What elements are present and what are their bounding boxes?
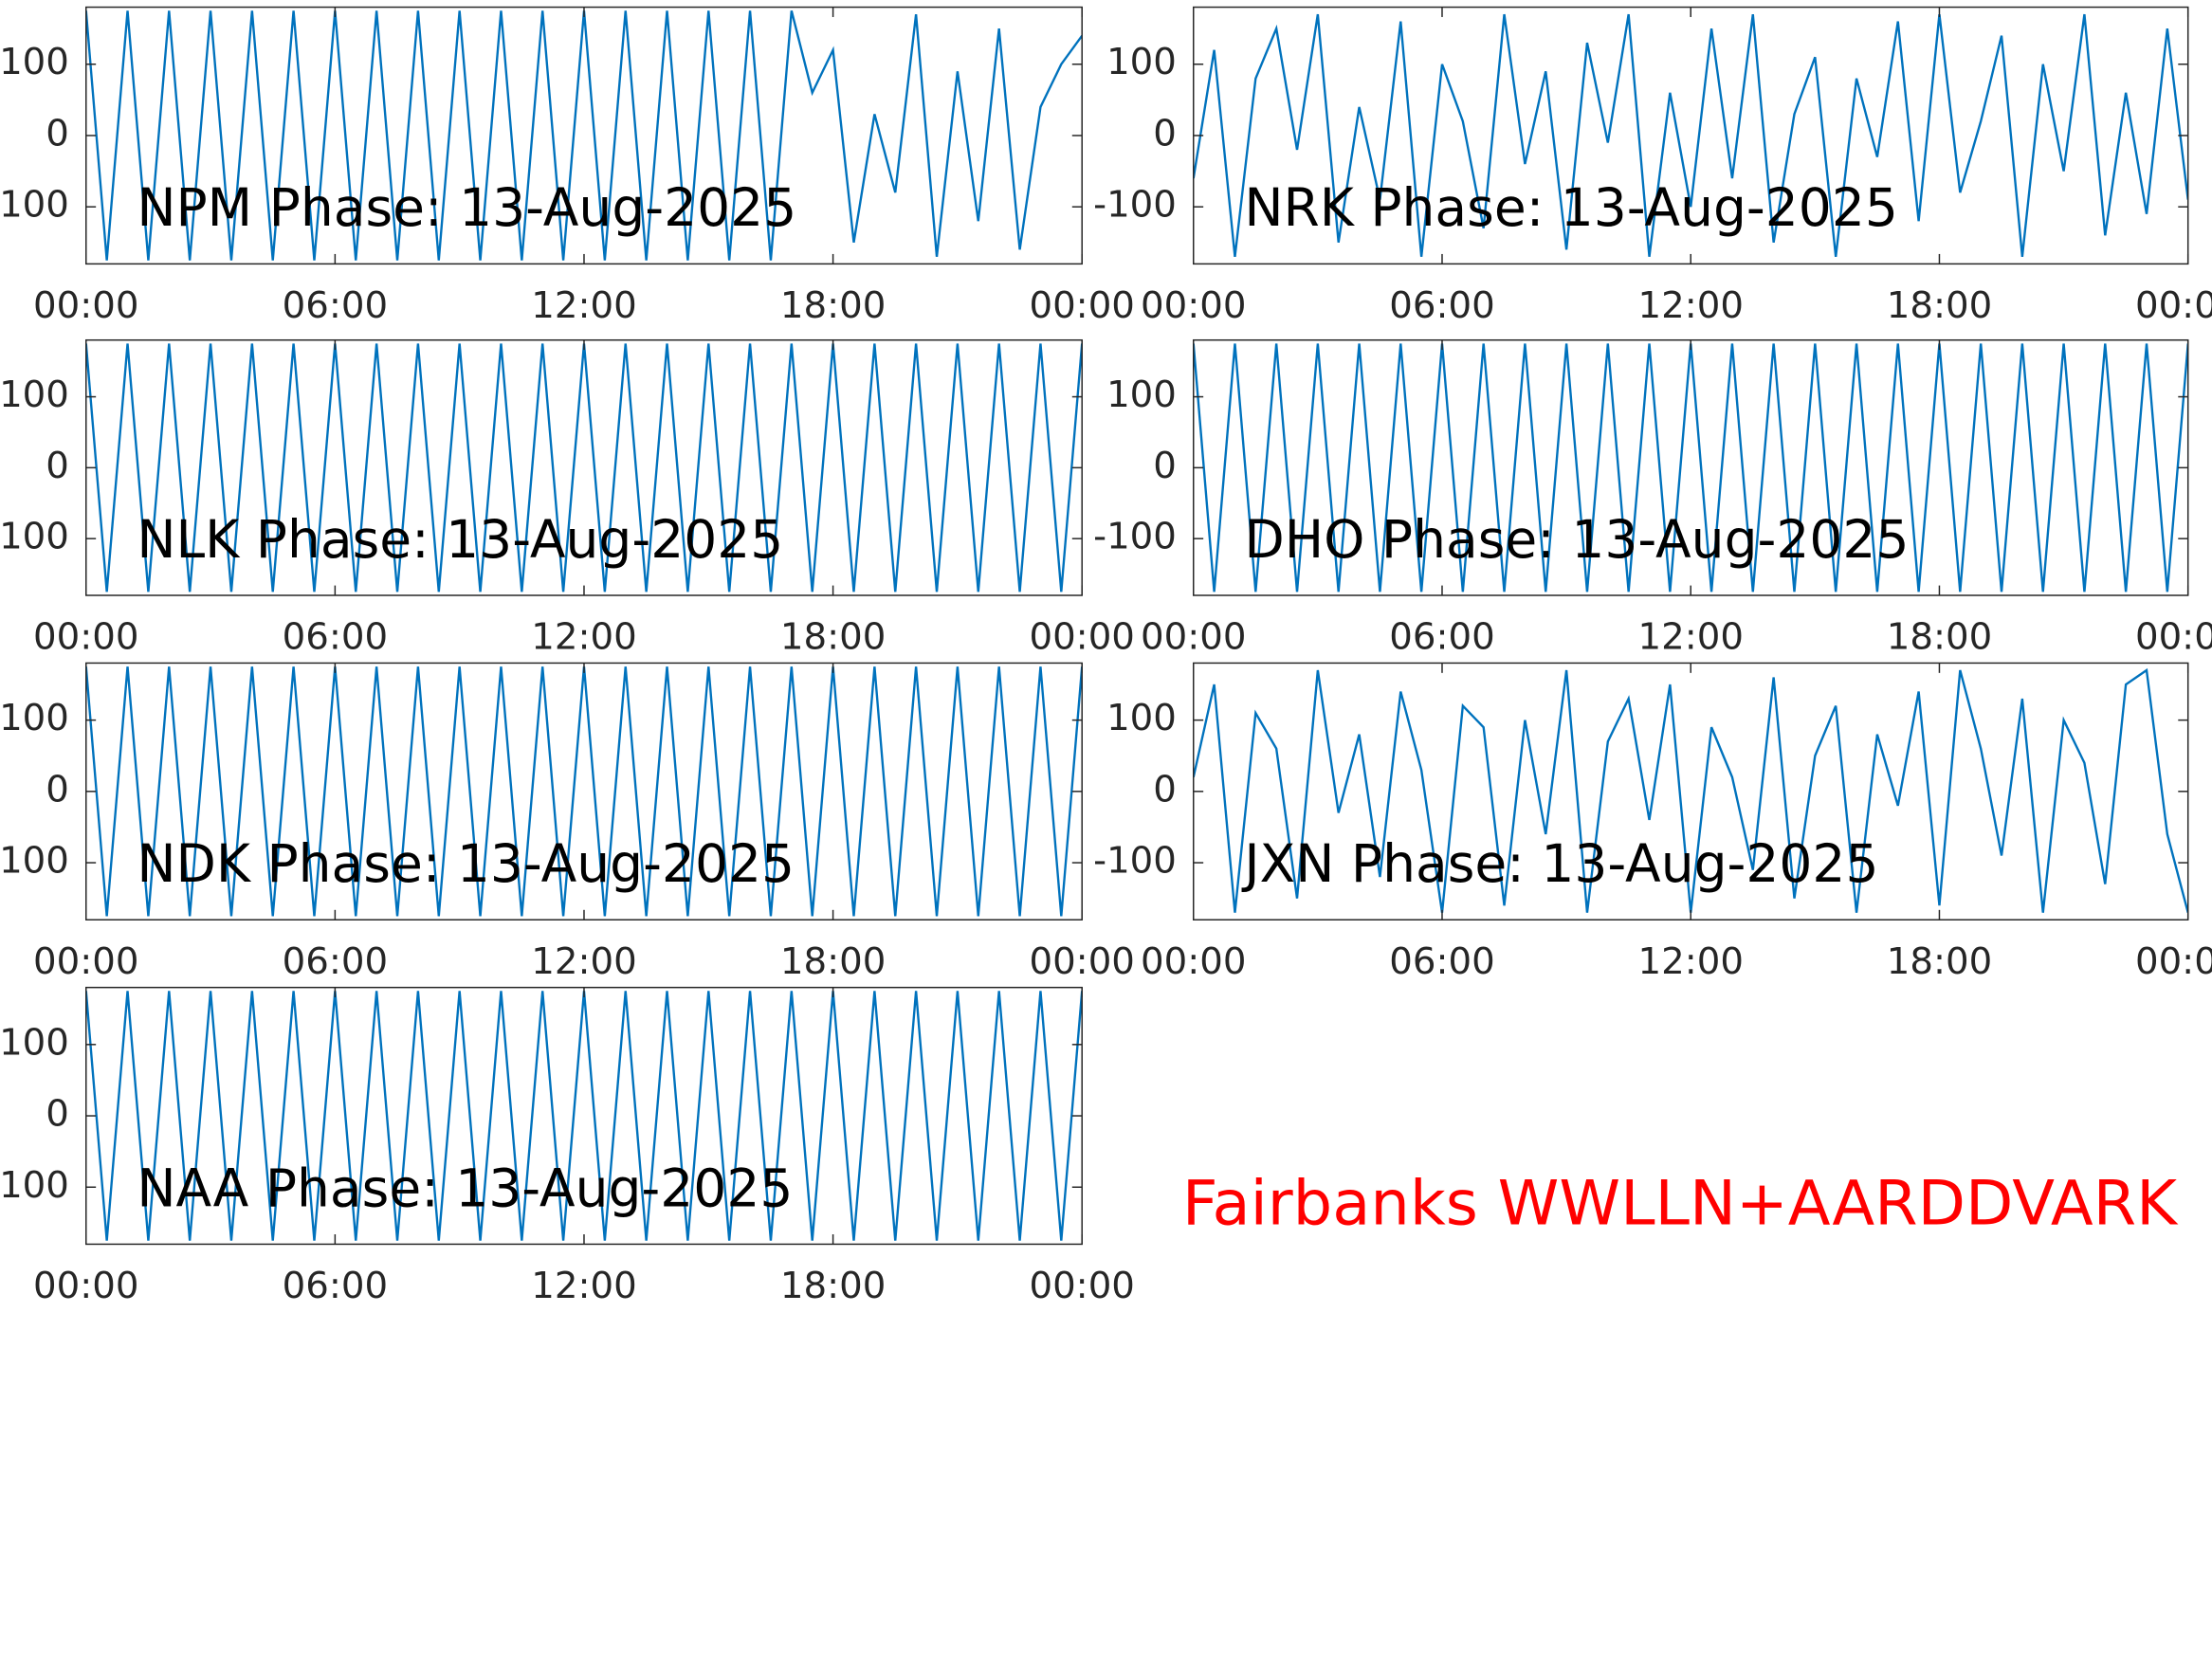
y-tick-label: 100 <box>0 697 69 739</box>
y-tick-label: -100 <box>1093 840 1177 883</box>
y-tick-label: 100 <box>1106 41 1177 83</box>
x-tick-label: 00:00 <box>1029 616 1134 659</box>
x-tick-label: 12:00 <box>1638 616 1744 659</box>
panel: -100 0 100 00:00 06:00 12:00 18:00 00:00 NLK Pha… <box>0 338 1135 659</box>
chart-title: NDK Phase: 13-Aug-2025 <box>137 833 795 894</box>
x-tick-label: 18:00 <box>1887 284 1992 327</box>
y-tick-label: -100 <box>1093 516 1177 558</box>
y-tick-label: 100 <box>0 374 69 416</box>
x-tick-label: 00:00 <box>1141 616 1246 659</box>
y-tick-label: 0 <box>1153 112 1177 155</box>
y-tick-label: 0 <box>1153 768 1177 811</box>
x-tick-label: 06:00 <box>283 940 388 983</box>
x-tick-label: 12:00 <box>1638 284 1744 327</box>
x-tick-label: 18:00 <box>780 940 886 983</box>
x-tick-label: 12:00 <box>531 1265 636 1307</box>
x-tick-label: 00:00 <box>2135 940 2212 983</box>
x-tick-label: 00:00 <box>33 284 138 327</box>
series-line <box>1193 13 2188 257</box>
y-tick-label: 0 <box>46 768 69 811</box>
x-tick-label: 00:00 <box>1029 284 1134 327</box>
x-tick-label: 06:00 <box>1389 616 1494 659</box>
x-tick-label: 00:00 <box>33 940 138 983</box>
x-tick-label: 00:00 <box>1029 940 1134 983</box>
x-tick-label: 00:00 <box>2135 284 2212 327</box>
x-tick-label: 18:00 <box>780 616 886 659</box>
x-tick-label: 12:00 <box>531 940 636 983</box>
x-tick-label: 06:00 <box>1389 940 1494 983</box>
y-tick-label: 100 <box>0 41 69 83</box>
y-tick-label: 0 <box>46 445 69 487</box>
chart-title: NLK Phase: 13-Aug-2025 <box>137 509 783 570</box>
x-tick-label: 00:00 <box>1029 1265 1134 1307</box>
y-tick-label: -100 <box>0 184 69 227</box>
x-tick-label: 00:00 <box>1141 940 1246 983</box>
x-tick-label: 06:00 <box>283 616 388 659</box>
chart-title: JXN Phase: 13-Aug-2025 <box>1241 833 1878 894</box>
chart-title: DHO Phase: 13-Aug-2025 <box>1244 509 1909 570</box>
x-tick-label: 12:00 <box>531 284 636 327</box>
x-tick-label: 06:00 <box>283 1265 388 1307</box>
x-tick-label: 18:00 <box>1887 616 1992 659</box>
annotation: Fairbanks WWLLN+AARDDVARK <box>1182 1168 2179 1240</box>
panel: -100 0 100 00:00 06:00 12:00 18:00 00:00 NPM Pha… <box>0 6 1135 327</box>
chart-title: NPM Phase: 13-Aug-2025 <box>137 177 796 238</box>
panel: -100 0 100 00:00 06:00 12:00 18:00 00:00 DHO Pha… <box>1093 338 2212 659</box>
chart-title: NRK Phase: 13-Aug-2025 <box>1244 177 1898 238</box>
x-tick-label: 00:00 <box>33 1265 138 1307</box>
panel: -100 0 100 00:00 06:00 12:00 18:00 00:00 JXN Pha… <box>1093 662 2212 983</box>
x-tick-label: 18:00 <box>780 284 886 327</box>
x-tick-label: 18:00 <box>1887 940 1992 983</box>
panel: -100 0 100 00:00 06:00 12:00 18:00 00:00 NRK Pha… <box>1093 6 2212 327</box>
panel: -100 0 100 00:00 06:00 12:00 18:00 00:00 NDK Pha… <box>0 662 1135 983</box>
y-tick-label: -100 <box>1093 184 1177 227</box>
x-tick-label: 00:00 <box>1141 284 1246 327</box>
y-tick-label: 100 <box>1106 374 1177 416</box>
y-tick-label: 0 <box>1153 445 1177 487</box>
x-tick-label: 06:00 <box>1389 284 1494 327</box>
y-tick-label: -100 <box>0 516 69 558</box>
x-tick-label: 00:00 <box>2135 616 2212 659</box>
y-tick-label: -100 <box>0 840 69 883</box>
y-tick-label: -100 <box>0 1164 69 1207</box>
y-tick-label: 0 <box>46 1093 69 1136</box>
x-tick-label: 12:00 <box>1638 940 1744 983</box>
x-tick-label: 06:00 <box>283 284 388 327</box>
x-tick-label: 00:00 <box>33 616 138 659</box>
x-tick-label: 12:00 <box>531 616 636 659</box>
chart-title: NAA Phase: 13-Aug-2025 <box>137 1158 793 1218</box>
y-tick-label: 100 <box>0 1021 69 1064</box>
y-tick-label: 0 <box>46 112 69 155</box>
x-tick-label: 18:00 <box>780 1265 886 1307</box>
y-tick-label: 100 <box>1106 697 1177 739</box>
panel: -100 0 100 00:00 06:00 12:00 18:00 00:00 NAA Pha… <box>0 986 1135 1307</box>
